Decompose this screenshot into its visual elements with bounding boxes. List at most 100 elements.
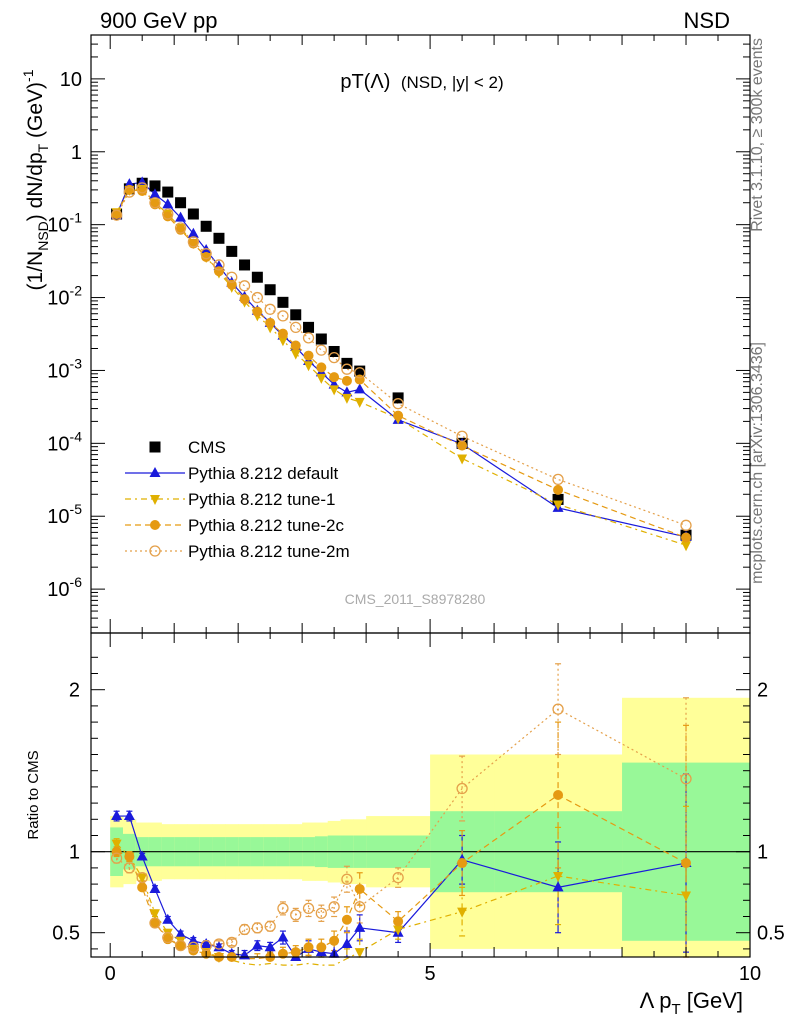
main-y-tick-label: 10-6 xyxy=(47,574,82,601)
main-point-pythia-8-212-tune-2m xyxy=(149,197,161,209)
ratio-y-tick-label-right: 1 xyxy=(757,842,768,864)
main-line-pythia-8-212-tune-2c xyxy=(116,189,687,539)
main-point-pythia-8-212-tune-2m xyxy=(680,519,692,531)
main-point-pythia-8-212-tune-2c xyxy=(553,484,564,495)
mcplots-label: mcplots.cern.ch [arXiv:1306.3436] xyxy=(749,342,766,584)
main-point-pythia-8-212-tune-1 xyxy=(290,349,301,360)
ratio-point-pythia-8-212-tune-2c xyxy=(175,940,186,951)
ratio-point-pythia-8-212-tune-2m xyxy=(354,901,366,913)
main-point-pythia-8-212-tune-2c xyxy=(124,184,135,195)
ratio-point-pythia-8-212-default xyxy=(354,921,366,932)
main-line-pythia-8-212-tune-2m xyxy=(116,187,687,526)
main-point-pythia-8-212-tune-2m xyxy=(251,291,263,304)
ratio-y-tick-label-right: 0.5 xyxy=(757,923,785,945)
ratio-point-pythia-8-212-tune-2c xyxy=(553,790,564,800)
legend: CMS Pythia 8.212 default Pythia 8.212 tune… xyxy=(125,438,350,561)
main-point-pythia-8-212-tune-2c xyxy=(162,211,173,222)
main-point-pythia-8-212-tune-2c xyxy=(681,532,692,543)
ratio-y-tick-label: 1 xyxy=(69,842,80,864)
main-point-pythia-8-212-tune-1 xyxy=(457,454,468,465)
legend-marker xyxy=(149,545,161,557)
ratio-point-pythia-8-212-default xyxy=(187,934,199,945)
main-point-pythia-8-212-tune-1 xyxy=(681,541,692,552)
ratio-point-pythia-8-212-tune-1 xyxy=(354,948,365,959)
ratio-y-tick-label-right: 2 xyxy=(757,680,768,702)
ratio-point-pythia-8-212-tune-2m xyxy=(251,922,263,934)
main-point-pythia-8-212-tune-2c xyxy=(329,372,340,383)
ratio-y-axis-label: Ratio to CMS xyxy=(25,750,42,839)
ratio-point-pythia-8-212-default xyxy=(200,938,212,949)
main-point-pythia-8-212-tune-2m xyxy=(162,208,174,220)
main-point-pythia-8-212-tune-2m xyxy=(123,186,136,198)
main-y-tick-label: 10 xyxy=(60,69,82,91)
ratio-y-tick-label: 2 xyxy=(69,680,80,702)
main-point-pythia-8-212-tune-1 xyxy=(341,393,352,404)
main-y-tick-label: 10-2 xyxy=(47,283,82,310)
ratio-point-pythia-8-212-tune-2m xyxy=(328,901,340,913)
main-point-pythia-8-212-tune-2m xyxy=(277,310,289,322)
ratio-point-pythia-8-212-tune-2m xyxy=(123,862,136,874)
ratio-point-pythia-8-212-tune-2c xyxy=(149,917,160,928)
legend-label: Pythia 8.212 tune-2m xyxy=(188,542,350,561)
main-point-pythia-8-212-tune-2m xyxy=(238,280,251,292)
plot-title: pT(Λ) (NSD, |y| < 2) xyxy=(340,71,503,93)
legend-label: Pythia 8.212 tune-2c xyxy=(188,516,344,535)
main-point-cms xyxy=(187,208,199,220)
main-point-cms xyxy=(149,180,161,192)
ratio-point-pythia-8-212-tune-2m xyxy=(200,940,212,952)
ratio-point-pythia-8-212-tune-2m xyxy=(456,782,468,795)
ratio-point-pythia-8-212-default xyxy=(251,939,263,950)
main-point-pythia-8-212-tune-2c xyxy=(341,375,352,386)
main-point-pythia-8-212-tune-2c xyxy=(457,440,468,451)
rivet-label: Rivet 3.1.10, ≥ 300k events xyxy=(749,38,766,232)
ratio-point-pythia-8-212-tune-1 xyxy=(149,909,160,920)
main-point-pythia-8-212-tune-2m xyxy=(341,363,353,375)
header-left: 900 GeV pp xyxy=(100,8,217,33)
ratio-y-tick-label: 0.5 xyxy=(52,923,80,945)
legend-label: CMS xyxy=(188,438,226,457)
main-y-tick-label: 10-4 xyxy=(47,428,82,455)
ratio-point-pythia-8-212-default xyxy=(149,882,161,893)
ratio-point-pythia-8-212-tune-2m xyxy=(341,873,353,885)
ratio-point-pythia-8-212-tune-2c xyxy=(354,883,365,894)
main-y-tick-label: 1 xyxy=(71,142,82,164)
main-point-pythia-8-212-tune-2c xyxy=(316,362,327,373)
main-point-pythia-8-212-tune-2m xyxy=(392,398,404,410)
main-point-pythia-8-212-tune-2c xyxy=(252,306,263,317)
main-point-cms xyxy=(162,186,174,198)
main-point-pythia-8-212-tune-2m xyxy=(200,248,212,260)
main-point-pythia-8-212-tune-2m xyxy=(354,367,366,379)
main-point-pythia-8-212-tune-2m xyxy=(226,271,238,283)
main-point-pythia-8-212-tune-2m xyxy=(136,182,148,194)
ratio-point-pythia-8-212-tune-2m xyxy=(315,907,327,919)
main-point-cms xyxy=(341,357,353,369)
main-point-pythia-8-212-tune-1 xyxy=(316,373,327,384)
legend-marker xyxy=(150,520,160,530)
main-point-pythia-8-212-tune-1 xyxy=(553,500,564,511)
ratio-point-pythia-8-212-tune-2c xyxy=(341,914,352,925)
ratio-point-pythia-8-212-tune-2m xyxy=(136,871,148,884)
ratio-point-pythia-8-212-tune-2c xyxy=(188,945,199,956)
main-point-pythia-8-212-tune-2c xyxy=(393,410,404,421)
ratio-point-pythia-8-212-tune-1 xyxy=(162,928,173,939)
main-point-pythia-8-212-tune-2c xyxy=(239,294,250,305)
ratio-point-pythia-8-212-tune-2c xyxy=(316,942,327,953)
x-tick-label: 10 xyxy=(739,963,761,985)
main-point-cms xyxy=(552,493,564,505)
header-right: NSD xyxy=(684,8,730,33)
main-point-cms xyxy=(213,232,225,244)
main-point-pythia-8-212-tune-1 xyxy=(277,336,288,347)
main-point-pythia-8-212-tune-2m xyxy=(328,351,340,364)
analysis-watermark: CMS_2011_S8978280 xyxy=(345,591,486,607)
main-point-pythia-8-212-default xyxy=(175,211,187,222)
ratio-point-pythia-8-212-tune-2m xyxy=(277,902,289,915)
ratio-point-pythia-8-212-default xyxy=(111,810,123,821)
ratio-frame xyxy=(90,632,751,958)
ratio-point-pythia-8-212-tune-1 xyxy=(137,873,148,884)
main-y-tick-label: 10-3 xyxy=(47,355,82,382)
main-point-cms xyxy=(354,365,366,377)
ratio-point-pythia-8-212-tune-2m xyxy=(110,852,123,864)
ratio-point-pythia-8-212-tune-2m xyxy=(226,936,238,949)
main-point-pythia-8-212-tune-2c xyxy=(265,317,276,328)
ratio-point-pythia-8-212-default xyxy=(162,913,174,924)
